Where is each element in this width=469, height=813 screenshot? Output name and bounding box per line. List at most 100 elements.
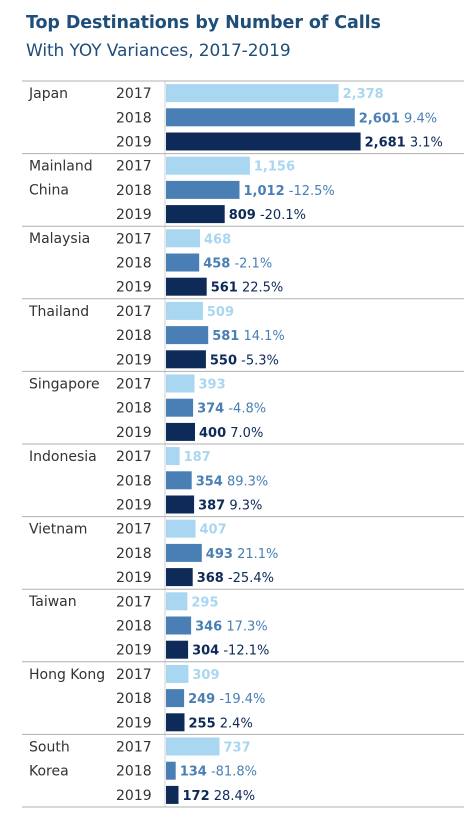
bar <box>166 350 206 369</box>
data-label: 737 <box>224 741 251 756</box>
bar <box>166 785 179 804</box>
data-label: 809 -20.1% <box>229 208 306 223</box>
chart-subtitle: With YOY Variances, 2017-2019 <box>26 41 291 61</box>
year-label: 2017 <box>116 594 152 610</box>
bar <box>166 253 200 272</box>
year-label: 2018 <box>116 328 152 344</box>
data-label: 509 <box>207 305 234 320</box>
year-label: 2019 <box>116 570 152 586</box>
year-label: 2019 <box>116 135 152 151</box>
year-label: 2017 <box>116 304 152 320</box>
data-label: 374 -4.8% <box>197 402 266 417</box>
data-label: 255 2.4% <box>189 716 253 731</box>
country-label: Thailand <box>28 304 89 320</box>
bar <box>166 568 193 587</box>
data-label: 407 <box>200 523 227 538</box>
bar <box>166 543 202 562</box>
data-label: 134 -81.8% <box>180 765 257 780</box>
year-label: 2017 <box>116 449 152 465</box>
data-label: 1,156 <box>254 160 295 175</box>
data-label: 346 17.3% <box>195 620 268 635</box>
bar <box>166 374 195 393</box>
data-label: 187 <box>184 450 211 465</box>
bar <box>166 713 185 732</box>
data-label: 468 <box>204 232 231 247</box>
country-label: Hong Kong <box>29 667 105 683</box>
bar <box>166 205 225 224</box>
data-label: 295 <box>191 595 218 610</box>
year-label: 2019 <box>116 788 152 804</box>
year-label: 2017 <box>116 159 152 175</box>
bar <box>166 447 180 466</box>
year-label: 2019 <box>116 280 152 296</box>
data-label: 493 21.1% <box>206 547 279 562</box>
data-label: 172 28.4% <box>183 789 256 804</box>
data-label: 309 <box>192 668 219 683</box>
country-label: Indonesia <box>29 449 97 465</box>
bar <box>166 616 192 635</box>
year-label: 2017 <box>116 667 152 683</box>
year-label: 2018 <box>116 473 152 489</box>
year-label: 2017 <box>116 231 152 247</box>
bar <box>166 422 195 441</box>
data-label: 249 -19.4% <box>188 692 265 707</box>
bar <box>166 156 250 175</box>
bar <box>166 495 195 514</box>
bar <box>166 326 209 345</box>
data-label: 387 9.3% <box>198 499 262 514</box>
data-label: 550 -5.3% <box>210 353 279 368</box>
data-label: 368 -25.4% <box>197 571 274 586</box>
bar <box>166 471 192 490</box>
chart-title: Top Destinations by Number of Calls <box>26 13 381 33</box>
year-label: 2019 <box>116 715 152 731</box>
bar <box>166 229 200 248</box>
country-label: Japan <box>28 86 68 102</box>
year-label: 2017 <box>116 86 152 102</box>
year-label: 2018 <box>116 183 152 199</box>
year-label: 2019 <box>116 498 152 514</box>
data-label: 2,681 3.1% <box>365 136 443 151</box>
bar <box>166 737 220 756</box>
year-label: 2018 <box>116 691 152 707</box>
country-label: Vietnam <box>29 522 87 538</box>
year-label: 2019 <box>116 352 152 368</box>
bar <box>166 664 189 683</box>
year-label: 2018 <box>116 546 152 562</box>
data-label: 393 <box>199 378 226 393</box>
data-label: 561 22.5% <box>211 281 284 296</box>
data-label: 2,601 9.4% <box>359 111 437 126</box>
data-label: 304 -12.1% <box>192 644 269 659</box>
year-label: 2017 <box>116 522 152 538</box>
bar <box>166 108 355 127</box>
bar <box>166 689 185 708</box>
bar <box>166 180 240 199</box>
bar <box>166 132 361 151</box>
country-label: Taiwan <box>28 594 77 610</box>
data-label: 2,378 <box>343 87 384 102</box>
year-label: 2019 <box>116 207 152 223</box>
country-label: Malaysia <box>29 231 90 247</box>
year-label: 2019 <box>116 643 152 659</box>
bar <box>166 519 196 538</box>
bar <box>166 277 207 296</box>
country-label: Singapore <box>29 376 100 392</box>
bar <box>166 84 339 103</box>
country-label: South Korea <box>29 739 70 779</box>
year-label: 2018 <box>116 110 152 126</box>
data-label: 581 14.1% <box>212 329 285 344</box>
year-label: 2018 <box>116 764 152 780</box>
country-label: Mainland China <box>29 159 93 199</box>
bar <box>166 398 194 417</box>
year-label: 2018 <box>116 256 152 272</box>
year-label: 2018 <box>116 619 152 635</box>
data-label: 458 -2.1% <box>203 257 272 272</box>
data-label: 400 7.0% <box>199 426 263 441</box>
bar <box>166 592 188 611</box>
year-label: 2019 <box>116 425 152 441</box>
year-label: 2017 <box>116 377 152 393</box>
year-label: 2017 <box>116 740 152 756</box>
data-label: 354 89.3% <box>196 474 269 489</box>
year-label: 2018 <box>116 401 152 417</box>
bar <box>166 640 189 659</box>
